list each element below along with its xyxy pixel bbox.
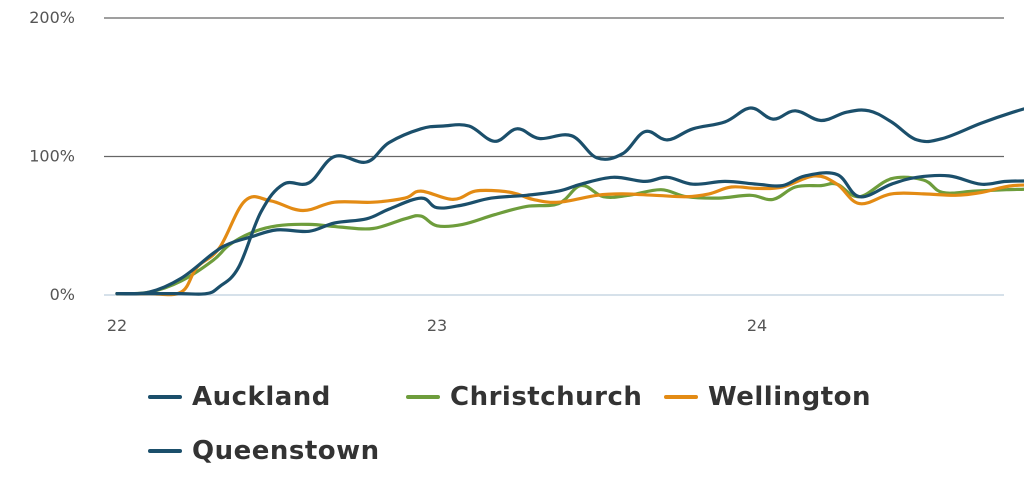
series-line-christchurch (115, 175, 1024, 296)
axes: 0% 100% 200% 22 23 24 (29, 8, 767, 335)
y-tick-label: 100% (29, 147, 75, 166)
legend-swatch-auckland (148, 395, 182, 399)
legend-label-wellington: Wellington (708, 382, 872, 412)
series-line-auckland (115, 171, 1024, 296)
series-lines (115, 106, 1024, 297)
legend-label-queenstown: Queenstown (192, 436, 380, 466)
legend-label-christchurch: Christchurch (450, 382, 643, 412)
legend-label-auckland: Auckland (192, 382, 331, 412)
legend-item-wellington[interactable]: Wellington (664, 372, 871, 422)
legend-item-queenstown[interactable]: Queenstown (148, 426, 380, 476)
legend-item-auckland[interactable]: Auckland (148, 372, 331, 422)
series-line-queenstown (115, 106, 1024, 296)
x-tick-label: 24 (747, 316, 767, 335)
x-tick-label: 23 (427, 316, 447, 335)
series-line-wellington (115, 174, 1024, 297)
line-chart: 0% 100% 200% 22 23 24 (29, 8, 1024, 335)
y-tick-label: 200% (29, 8, 75, 27)
legend-swatch-wellington (664, 395, 698, 399)
y-tick-label: 0% (50, 285, 75, 304)
legend-swatch-queenstown (148, 449, 182, 453)
legend-item-christchurch[interactable]: Christchurch (406, 372, 642, 422)
legend-swatch-christchurch (406, 395, 440, 399)
x-tick-label: 22 (107, 316, 127, 335)
grid-lines (104, 17, 1004, 296)
